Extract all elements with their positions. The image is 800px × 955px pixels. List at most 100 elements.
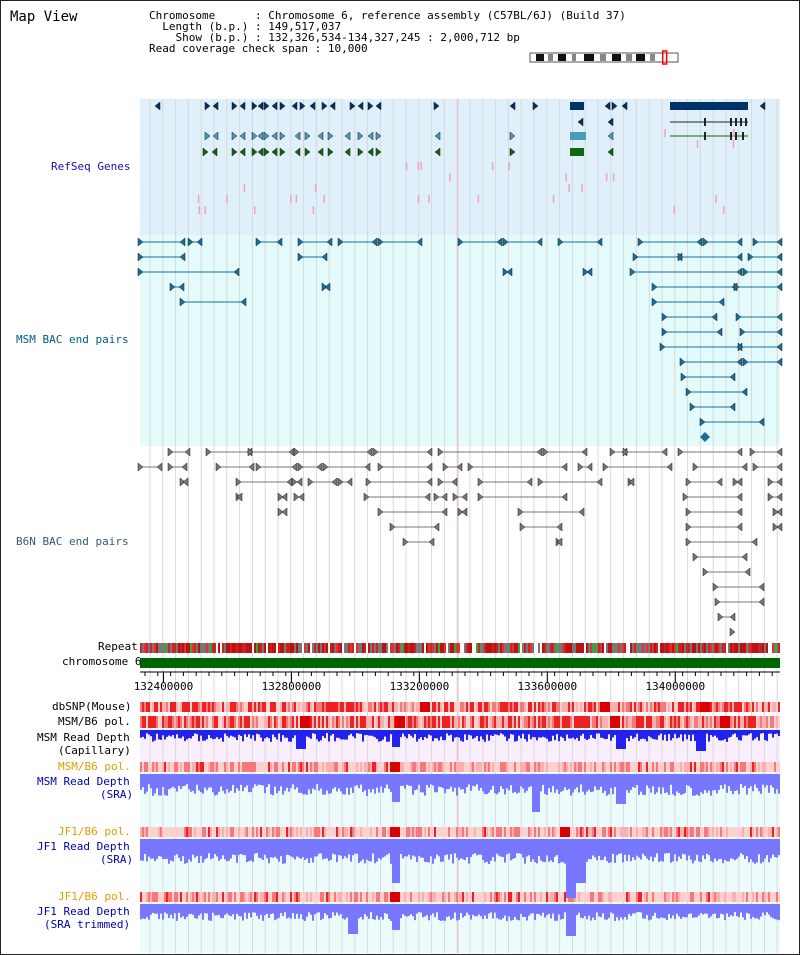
jf1-depth-sra-bars-bar (606, 853, 608, 862)
repeat-element (532, 643, 534, 653)
msm-depth-sra-bars-bar (726, 784, 728, 793)
msm-depth-sra-bars-bar (614, 784, 616, 788)
msm-depth-sra-label: MSM Read Depth (37, 775, 130, 788)
msm-bac-pair-end (752, 237, 759, 247)
jf1-depth-sra-bars-bar (472, 853, 474, 855)
repeat-element (166, 643, 168, 653)
jf1-depth-sra-bars-bar (236, 853, 238, 863)
jf1-depth-trim-bars-bar (714, 912, 716, 914)
msm-depth-cap-bars-bar (634, 733, 636, 738)
jf1-depth-sra-bars-bar (602, 853, 604, 860)
msm-depth-cap-bars-bar (408, 733, 410, 735)
repeat-element (246, 643, 248, 653)
msm-depth-cap-bars-bar (140, 733, 142, 738)
dbsnp-strip-cell (188, 702, 190, 712)
jf1-depth-sra-bars-bar (642, 853, 644, 854)
msm-depth-sra-bars-bar (296, 784, 298, 788)
msm-b6-pol2-strip-cell (628, 762, 630, 772)
jf1-b6-pol-strip-cell (462, 827, 464, 837)
jf1-depth-sra-bars-bar (234, 853, 236, 856)
msm-b6-pol2-strip-cell (198, 762, 200, 772)
msm-depth-sra-bars-bar (712, 784, 714, 791)
jf1-b6-pol2-strip-cell (198, 892, 200, 902)
msm-depth-sra-bars-bar (256, 784, 258, 786)
jf1-depth-sra-bars-bar (246, 853, 248, 862)
msm-b6-pol-strip-cell (378, 716, 380, 728)
jf1-b6-pol2-strip-cell (360, 892, 362, 902)
jf1-depth-trim-bars-bar (304, 912, 306, 921)
ideogram-band (636, 54, 645, 61)
jf1-depth-trim-bars-bar (676, 912, 678, 914)
msm-depth-cap-bars-bar (518, 733, 520, 736)
msm-depth-cap-bars-bar (288, 733, 290, 742)
jf1-depth-sra-bars-bar (306, 853, 308, 859)
dbsnp-strip-cell (652, 702, 654, 712)
repeat-element (736, 643, 738, 653)
dbsnp-strip-cell (230, 702, 232, 712)
repeat-element (160, 643, 162, 653)
jf1-b6-pol-strip-cell (414, 827, 416, 837)
jf1-depth-trim-bars-bar (554, 912, 556, 921)
msm-b6-pol-strip (140, 716, 780, 728)
msm-b6-pol2-strip-cell (156, 762, 158, 772)
msm-bac-pair-end (737, 342, 744, 352)
axis-tick-label: 132400000 (134, 680, 194, 693)
msm-bac-pair-end (233, 267, 240, 277)
b6n-bac-pair-end (751, 537, 758, 547)
repeat-element (426, 643, 428, 653)
jf1-depth-sra-bars-bar (260, 853, 262, 859)
dbsnp-strip-cell (152, 702, 154, 712)
jf1-b6-pol-strip-cell (716, 827, 718, 837)
jf1-b6-pol2-strip-cell (194, 892, 196, 902)
jf1-depth-sra-bars-bar (670, 853, 672, 863)
b6n-bac-track-label[interactable]: B6N BAC end pairs (16, 535, 129, 548)
msm-depth-sra-bars-bar (496, 784, 498, 795)
refseq-gene (317, 147, 324, 157)
jf1-depth-trim-bars-bar (300, 912, 302, 915)
repeat-element (578, 643, 580, 653)
jf1-b6-pol-strip-cell (630, 827, 632, 837)
msm-depth-sra-bars-bar (156, 784, 158, 789)
msm-depth-sra-bars-bar (204, 784, 206, 788)
dbsnp-strip-cell (566, 702, 568, 712)
jf1-depth-trim-bars-bar (526, 912, 528, 921)
jf1-depth-trim-bars-bar (684, 912, 686, 918)
jf1-depth-trim-bars-bar (348, 912, 350, 934)
dbsnp-strip-cell (562, 702, 564, 712)
msm-depth-sra-bars-bar (428, 784, 430, 788)
jf1-depth-trim-bars-bar (306, 912, 308, 917)
dbsnp-strip-cell (436, 702, 438, 712)
jf1-depth-sra-bars-bar (242, 853, 244, 855)
msm-b6-pol2-strip-cell (208, 762, 210, 772)
repeat-element (308, 643, 310, 653)
jf1-depth-trim-bars-bar (314, 912, 316, 915)
msm-b6-pol-strip-cell (312, 716, 314, 728)
repeat-element (522, 643, 524, 653)
jf1-b6-pol2-strip-cell (554, 892, 556, 902)
jf1-depth-sra-bars-bar (742, 853, 744, 855)
msm-b6-pol-strip-hot (300, 716, 310, 728)
dbsnp-strip-cell (712, 702, 714, 712)
jf1-depth-trim-bars-bar (228, 912, 230, 916)
b6n-bac-pair-end (772, 507, 779, 517)
jf1-depth-sra-bars-bar (692, 853, 694, 864)
jf1-depth-trim-bars-bar (220, 912, 222, 918)
jf1-b6-pol-strip-cell (624, 827, 626, 837)
repeat-element (440, 643, 442, 653)
jf1-depth-sra-bars-bar (408, 853, 410, 855)
refseq-track-label[interactable]: RefSeq Genes (51, 160, 131, 173)
msm-depth-sra-bars-bar (322, 784, 324, 795)
msm-depth-sra-bars-bar (768, 784, 770, 793)
jf1-depth-trim-bars-bar (620, 912, 622, 918)
msm-depth-sra-bars-bar (336, 784, 338, 792)
msm-depth-sra-bars-bar (736, 784, 738, 791)
dbsnp-strip-cell (542, 702, 544, 712)
msm-depth-sra-bars-bar (762, 784, 764, 785)
msm-bac-track-label[interactable]: MSM BAC end pairs (16, 333, 129, 346)
jf1-b6-pol-strip-cell (484, 827, 486, 837)
msm-depth-cap-bars-bar (672, 733, 674, 738)
b6n-bac-pair-end (137, 462, 144, 472)
msm-depth-sra-bars-bar (358, 784, 360, 789)
jf1-depth-trim-bars-bar (250, 912, 252, 918)
